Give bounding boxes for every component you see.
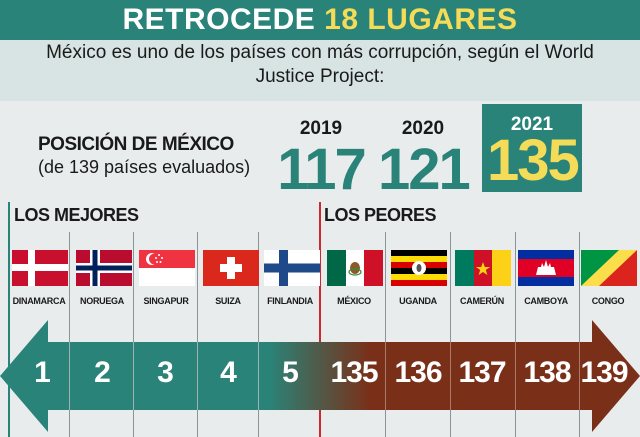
column-separator [579, 232, 580, 437]
country-name-cameroon: CAMERÚN [460, 296, 504, 306]
rank-2021: 135 [487, 128, 580, 193]
year-2019: 2019 [299, 118, 343, 139]
country-name-finland: FINLANDIA [267, 296, 313, 306]
title-highlight: 18 LUGARES [324, 3, 518, 36]
cambodia-flag-icon [518, 250, 574, 286]
arrow-shape [0, 320, 640, 432]
country-name-congo: CONGO [591, 296, 625, 306]
column-separator [133, 232, 134, 437]
rank-mexico: 135 [330, 356, 378, 389]
country-name-uganda: UGANDA [399, 296, 437, 306]
country-name-norway: NORUEGA [80, 296, 124, 306]
arrow-separator [385, 342, 386, 410]
country-name-denmark: DINAMARCA [12, 296, 66, 306]
norway-flag-icon [76, 250, 132, 286]
arrow-separator [197, 342, 198, 410]
year-2021: 2021 [510, 114, 554, 135]
page-subtitle: México es uno de los países con más corr… [46, 42, 594, 87]
country-name-singapore: SINGAPUR [143, 296, 189, 306]
country-name-mexico: MÉXICO [337, 296, 371, 306]
finland-flag-icon [264, 250, 320, 286]
column-separator [385, 232, 386, 437]
worst-divider-line [319, 202, 321, 437]
country-name-cambodia: CAMBOYA [524, 296, 568, 306]
country-name-switzerland: SUIZA [215, 296, 241, 306]
cameroon-flag-icon [455, 250, 511, 286]
best-section-label: LOS MEJORES [14, 205, 139, 225]
title-main: RETROCEDE [122, 3, 325, 36]
rank-cameroon: 137 [458, 356, 506, 389]
ranking-arrow [0, 320, 640, 432]
uganda-flag-icon [391, 250, 447, 286]
mexico-flag-icon [327, 250, 383, 286]
position-sublabel: (de 139 países evaluados) [38, 157, 251, 177]
column-separator [69, 232, 70, 437]
rank-denmark: 1 [34, 356, 51, 389]
switzerland-flag-icon [203, 250, 259, 286]
best-divider-line [8, 202, 10, 437]
rank-norway: 2 [94, 356, 111, 389]
column-separator [515, 232, 516, 437]
rank-singapore: 3 [157, 356, 174, 389]
arrow-separator [69, 342, 70, 410]
position-label: POSICIÓN DE MÉXICO [38, 134, 234, 155]
rank-2020: 121 [378, 137, 471, 202]
singapore-flag-icon [139, 250, 195, 286]
column-separator [450, 232, 451, 437]
worst-section-label: LOS PEORES [324, 205, 437, 225]
rank-cambodia: 138 [523, 356, 571, 389]
rank-2021-box: 2021 135 [482, 104, 582, 192]
arrow-separator [133, 342, 134, 410]
rank-2019: 117 [277, 137, 367, 202]
denmark-flag-icon [12, 250, 68, 286]
year-2020: 2020 [401, 118, 445, 139]
rank-uganda: 136 [394, 356, 442, 389]
arrow-separator [579, 342, 580, 410]
column-separator [258, 232, 259, 437]
rank-switzerland: 4 [220, 356, 237, 389]
rank-congo: 139 [580, 356, 628, 389]
title-bar: RETROCEDE 18 LUGARES [0, 0, 640, 40]
page-title: RETROCEDE 18 LUGARES [122, 3, 517, 36]
arrow-separator [450, 342, 451, 410]
rank-finland: 5 [282, 356, 299, 389]
congo-flag-icon [581, 250, 637, 286]
arrow-separator [515, 342, 516, 410]
column-separator [197, 232, 198, 437]
arrow-separator [258, 342, 259, 410]
